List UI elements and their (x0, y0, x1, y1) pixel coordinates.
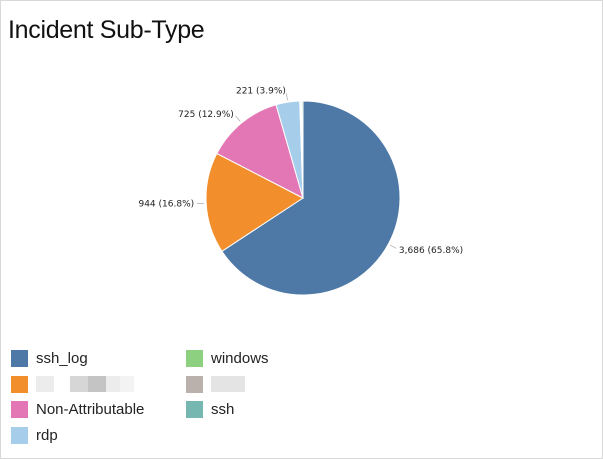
chart-title: Incident Sub-Type (8, 16, 205, 44)
legend-item-ssh[interactable]: ssh (186, 400, 234, 418)
redacted-label (211, 375, 245, 393)
label-leader-lines (197, 93, 397, 249)
pie-slice-redacted-1[interactable] (205, 152, 304, 252)
slice-label: 3,686 (65.8%) (399, 246, 463, 256)
pie-slice-windows[interactable] (301, 100, 304, 199)
slice-label: 221 (3.9%) (236, 86, 286, 96)
legend-swatch (11, 400, 28, 418)
slice-label: 725 (12.9%) (178, 110, 234, 120)
legend-label: ssh (211, 400, 235, 418)
legend-label: windows (211, 349, 269, 367)
legend-label: ssh_log (36, 349, 88, 367)
label-leader-line (286, 93, 288, 101)
legend-swatch (186, 400, 203, 418)
pie-slices (205, 100, 401, 296)
legend-item-non-attributable[interactable]: Non-Attributable (11, 400, 144, 418)
legend-item-redacted-2[interactable] (186, 375, 245, 393)
slice-labels: 3,686 (65.8%) 944 (16.8%) 725 (12.9%) 221 (… (138, 86, 463, 255)
legend-swatch (11, 349, 28, 367)
legend-swatch (11, 426, 28, 444)
label-leader-line (235, 115, 241, 122)
redacted-label (36, 375, 134, 393)
legend-item-ssh-log[interactable]: ssh_log (11, 349, 88, 367)
legend-item-redacted-1[interactable] (11, 375, 134, 393)
legend-swatch (11, 375, 28, 393)
legend-label: rdp (36, 426, 58, 444)
legend-item-windows[interactable]: windows (186, 349, 269, 367)
pie-slice-non-attributable[interactable] (216, 104, 304, 199)
legend-swatch (186, 375, 203, 393)
legend-item-rdp[interactable]: rdp (11, 426, 58, 444)
pie-slice-ssh-log[interactable] (221, 100, 401, 296)
legend-label: Non-Attributable (36, 400, 145, 418)
slice-label: 944 (16.8%) (138, 200, 194, 210)
legend-swatch (186, 349, 203, 367)
label-leader-line (389, 244, 397, 249)
